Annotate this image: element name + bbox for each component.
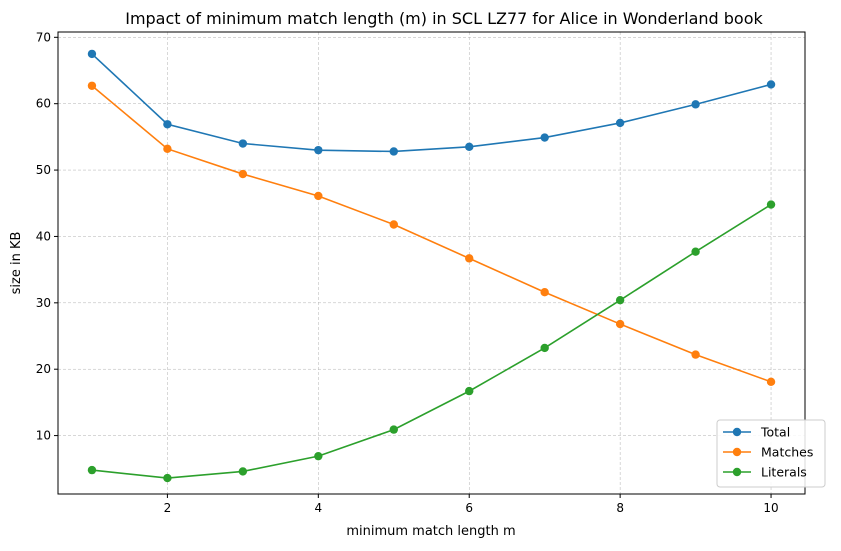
data-point-literals	[465, 386, 474, 396]
data-point-matches	[87, 81, 97, 90]
data-point-matches	[615, 319, 625, 329]
data-point-total	[615, 118, 625, 128]
y-tick-label: 30	[36, 296, 51, 310]
series-line-literals	[91, 203, 772, 479]
y-axis-label: size in KB	[9, 232, 24, 295]
data-point-matches	[691, 350, 700, 359]
x-tick-label: 8	[616, 501, 624, 515]
data-point-matches	[766, 377, 776, 387]
data-point-literals	[163, 473, 172, 483]
data-point-literals	[238, 467, 248, 476]
data-point-literals	[314, 451, 323, 461]
data-point-literals	[691, 247, 700, 256]
data-point-total	[389, 147, 398, 156]
x-tick-label: 10	[763, 501, 778, 515]
y-tick-label: 50	[36, 163, 51, 177]
series-line-total	[91, 53, 772, 153]
axis-ticks: 2 4 6 8 10 10 20 30 40 50 60 70	[36, 30, 779, 515]
data-point-matches	[238, 169, 248, 179]
data-point-total	[87, 49, 97, 59]
y-tick-label: 10	[36, 429, 51, 443]
data-point-literals	[87, 465, 97, 475]
x-tick-label: 6	[465, 501, 473, 515]
data-point-literals	[389, 425, 398, 434]
legend-marker	[732, 467, 742, 477]
legend-label: Matches	[761, 445, 813, 460]
legend-label: Literals	[761, 465, 807, 480]
plot-frame	[57, 31, 806, 495]
data-point-total	[540, 133, 549, 142]
data-point-matches	[389, 220, 398, 229]
legend: Total Matches Literals	[716, 419, 826, 488]
y-tick-label: 20	[36, 362, 51, 376]
grid	[58, 32, 805, 494]
series-line-matches	[91, 85, 772, 383]
data-point-matches	[314, 191, 323, 201]
x-tick-label: 4	[314, 501, 322, 515]
y-tick-label: 60	[36, 97, 51, 111]
chart-title: Impact of minimum match length (m) in SC…	[125, 9, 763, 28]
y-tick-label: 70	[36, 30, 51, 44]
data-point-literals	[540, 343, 549, 353]
y-tick-label: 40	[36, 229, 51, 243]
x-tick-label: 2	[164, 501, 172, 515]
data-point-total	[465, 142, 474, 152]
data-point-total	[314, 145, 323, 155]
data-point-total	[766, 80, 776, 89]
data-point-total	[238, 139, 248, 148]
data-point-matches	[163, 144, 172, 154]
data-point-total	[163, 120, 172, 129]
data-point-literals	[766, 200, 776, 209]
data-point-matches	[540, 288, 549, 297]
series-lines	[87, 49, 776, 483]
data-point-literals	[615, 295, 625, 305]
legend-box	[716, 419, 826, 488]
data-point-matches	[465, 254, 474, 263]
data-point-total	[691, 100, 700, 109]
legend-marker	[732, 427, 742, 437]
legend-label: Total	[760, 425, 790, 440]
x-axis-label: minimum match length m	[346, 524, 515, 539]
legend-marker	[732, 447, 742, 457]
